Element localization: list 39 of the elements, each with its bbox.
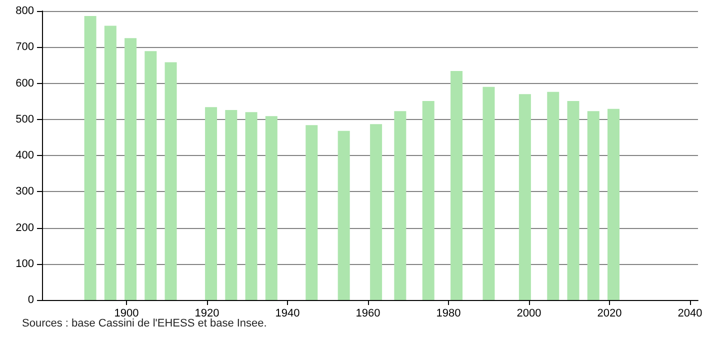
y-tick-label: 700 <box>16 41 34 54</box>
bar <box>205 107 218 300</box>
y-tick-label: 300 <box>16 186 34 198</box>
bar <box>547 92 560 300</box>
bar <box>84 16 96 300</box>
y-tick-label: 200 <box>16 222 34 234</box>
x-tick-label: 1960 <box>356 308 380 320</box>
x-tick-label: 1920 <box>194 308 220 320</box>
bar <box>482 86 495 300</box>
bar <box>306 125 318 300</box>
y-tick-label: 500 <box>16 113 34 126</box>
y-tick-label: 400 <box>16 150 34 162</box>
bar <box>164 62 177 300</box>
y-tick-label: 100 <box>16 258 34 270</box>
bar <box>225 110 238 300</box>
bar <box>450 70 463 300</box>
source-note: Sources : base Cassini de l'EHESS et base Insee. <box>22 318 267 330</box>
x-tick-label: 1980 <box>436 308 461 320</box>
bar <box>104 26 116 300</box>
y-tick-label: 600 <box>16 77 34 90</box>
bar <box>587 111 600 300</box>
x-tick-label: 1940 <box>275 308 300 320</box>
bar <box>245 112 258 300</box>
x-tick-label: 2020 <box>597 308 622 320</box>
bar <box>370 124 382 300</box>
bar <box>518 94 531 300</box>
x-tick-label: 2040 <box>678 308 702 320</box>
bar <box>338 130 350 300</box>
bar <box>422 100 434 300</box>
x-tick-label: 1900 <box>114 308 139 320</box>
bar <box>265 116 278 300</box>
y-tick-label: 0 <box>28 294 34 306</box>
y-tick-label: 800 <box>16 5 34 17</box>
bar <box>124 38 137 300</box>
bar <box>144 51 157 300</box>
bar <box>394 111 406 300</box>
x-tick-label: 2000 <box>516 308 542 320</box>
bar <box>607 108 620 300</box>
bar <box>567 100 580 300</box>
